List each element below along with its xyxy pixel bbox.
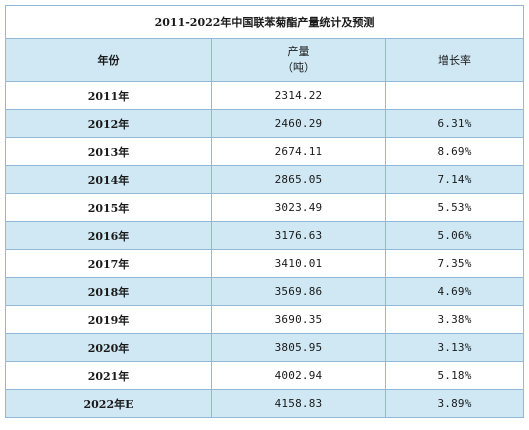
year-cell: 2018年 [5, 277, 212, 306]
production-cell: 3569.86 [211, 277, 386, 306]
production-cell: 2460.29 [211, 109, 386, 138]
header-row: 年份 产量 （吨） 增长率 [5, 38, 525, 82]
table-row: 2021年 4002.94 5.18% [5, 361, 525, 390]
year-cell: 2021年 [5, 361, 212, 390]
year-cell: 2014年 [5, 165, 212, 194]
header-production-label: 产量 [287, 45, 310, 58]
table-row: 2016年 3176.63 5.06% [5, 221, 525, 250]
header-year: 年份 [5, 38, 212, 82]
year-cell: 2015年 [5, 193, 212, 222]
table-row: 2019年 3690.35 3.38% [5, 305, 525, 334]
production-cell: 2865.05 [211, 165, 386, 194]
year-cell: 2016年 [5, 221, 212, 250]
title-row: 2011-2022年中国联苯菊酯产量统计及预测 [4, 5, 525, 39]
header-production-unit: （吨） [282, 61, 315, 74]
table-row: 2022年E 4158.83 3.89% [5, 389, 525, 418]
production-cell: 3805.95 [211, 333, 386, 362]
growth-cell: 3.89% [384, 389, 525, 418]
production-cell: 4158.83 [211, 389, 386, 418]
table-row: 2020年 3805.95 3.13% [5, 333, 525, 362]
growth-cell: 8.69% [384, 137, 525, 166]
table-title: 2011-2022年中国联苯菊酯产量统计及预测 [4, 5, 525, 39]
growth-cell: 7.14% [384, 165, 525, 194]
growth-cell: 7.35% [384, 249, 525, 278]
year-cell: 2013年 [5, 137, 212, 166]
production-cell: 2674.11 [211, 137, 386, 166]
production-cell: 3410.01 [211, 249, 386, 278]
year-cell: 2022年E [5, 389, 212, 418]
header-production: 产量 （吨） [211, 38, 386, 82]
table-row: 2017年 3410.01 7.35% [5, 249, 525, 278]
table-row: 2018年 3569.86 4.69% [5, 277, 525, 306]
growth-cell: 4.69% [384, 277, 525, 306]
production-cell: 2314.22 [211, 81, 386, 110]
table-row: 2011年 2314.22 [5, 81, 525, 110]
growth-cell: 6.31% [384, 109, 525, 138]
production-table: 2011-2022年中国联苯菊酯产量统计及预测 年份 产量 （吨） 增长率 20… [4, 5, 525, 418]
growth-cell: 3.38% [384, 305, 525, 334]
table-row: 2012年 2460.29 6.31% [5, 109, 525, 138]
year-cell: 2011年 [5, 81, 212, 110]
growth-cell [384, 81, 525, 110]
year-cell: 2020年 [5, 333, 212, 362]
year-cell: 2012年 [5, 109, 212, 138]
production-cell: 3176.63 [211, 221, 386, 250]
table-row: 2013年 2674.11 8.69% [5, 137, 525, 166]
production-cell: 4002.94 [211, 361, 386, 390]
table-row: 2015年 3023.49 5.53% [5, 193, 525, 222]
year-cell: 2017年 [5, 249, 212, 278]
growth-cell: 3.13% [384, 333, 525, 362]
production-cell: 3690.35 [211, 305, 386, 334]
growth-cell: 5.18% [384, 361, 525, 390]
table-row: 2014年 2865.05 7.14% [5, 165, 525, 194]
growth-cell: 5.06% [384, 221, 525, 250]
header-growth: 增长率 [384, 38, 525, 82]
growth-cell: 5.53% [384, 193, 525, 222]
production-cell: 3023.49 [211, 193, 386, 222]
year-cell: 2019年 [5, 305, 212, 334]
table-body: 2011年 2314.22 2012年 2460.29 6.31% 2013年 2674.1… [5, 81, 525, 418]
